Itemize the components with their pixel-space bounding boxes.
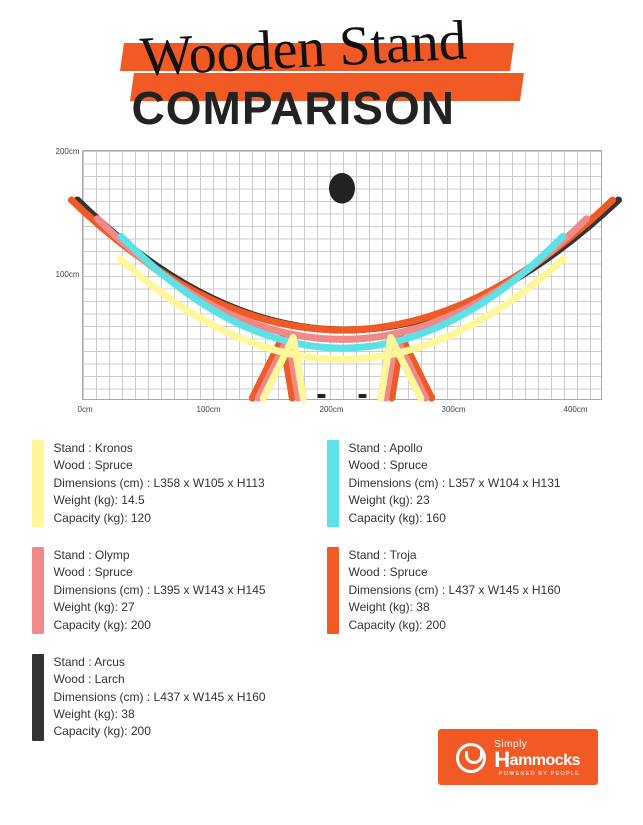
title-block: Wooden Stand COMPARISON: [122, 25, 522, 135]
swatch: [327, 440, 339, 527]
legend: Stand : KronosWood : SpruceDimensions (c…: [32, 440, 612, 741]
swatch: [32, 440, 44, 527]
brand-logo: Simply Hammocks POWERED BY PEOPLE: [438, 729, 598, 785]
legend-item: Stand : TrojaWood : SpruceDimensions (cm…: [327, 547, 587, 634]
x-tick-300: 300cm: [442, 405, 466, 414]
legend-text: Stand : ApolloWood : SpruceDimensions (c…: [349, 440, 561, 527]
comparison-chart: 200cm 100cm 0cm 100cm 200cm 300cm 400cm: [42, 150, 602, 420]
legend-text: Stand : ArcusWood : LarchDimensions (cm)…: [54, 654, 266, 741]
x-tick-0: 0cm: [78, 405, 93, 414]
legend-text: Stand : TrojaWood : SpruceDimensions (cm…: [349, 547, 561, 634]
title-block-text: COMPARISON: [132, 81, 456, 135]
curves-svg: [82, 150, 602, 400]
y-tick-100: 100cm: [56, 270, 78, 279]
y-tick-200: 200cm: [56, 147, 78, 156]
x-tick-400: 400cm: [564, 405, 588, 414]
legend-item: Stand : ApolloWood : SpruceDimensions (c…: [327, 440, 587, 527]
swatch: [327, 547, 339, 634]
legend-text: Stand : OlympWood : SpruceDimensions (cm…: [54, 547, 266, 634]
legend-item: Stand : ArcusWood : LarchDimensions (cm)…: [32, 654, 292, 741]
swatch: [32, 547, 44, 634]
legend-text: Stand : KronosWood : SpruceDimensions (c…: [54, 440, 265, 527]
legend-item: Stand : KronosWood : SpruceDimensions (c…: [32, 440, 292, 527]
legend-item: Stand : OlympWood : SpruceDimensions (cm…: [32, 547, 292, 634]
logo-text: Simply Hammocks POWERED BY PEOPLE: [494, 739, 580, 777]
hammock-icon: [456, 743, 486, 773]
x-tick-100: 100cm: [197, 405, 221, 414]
swatch: [32, 654, 44, 741]
x-tick-200: 200cm: [320, 405, 344, 414]
